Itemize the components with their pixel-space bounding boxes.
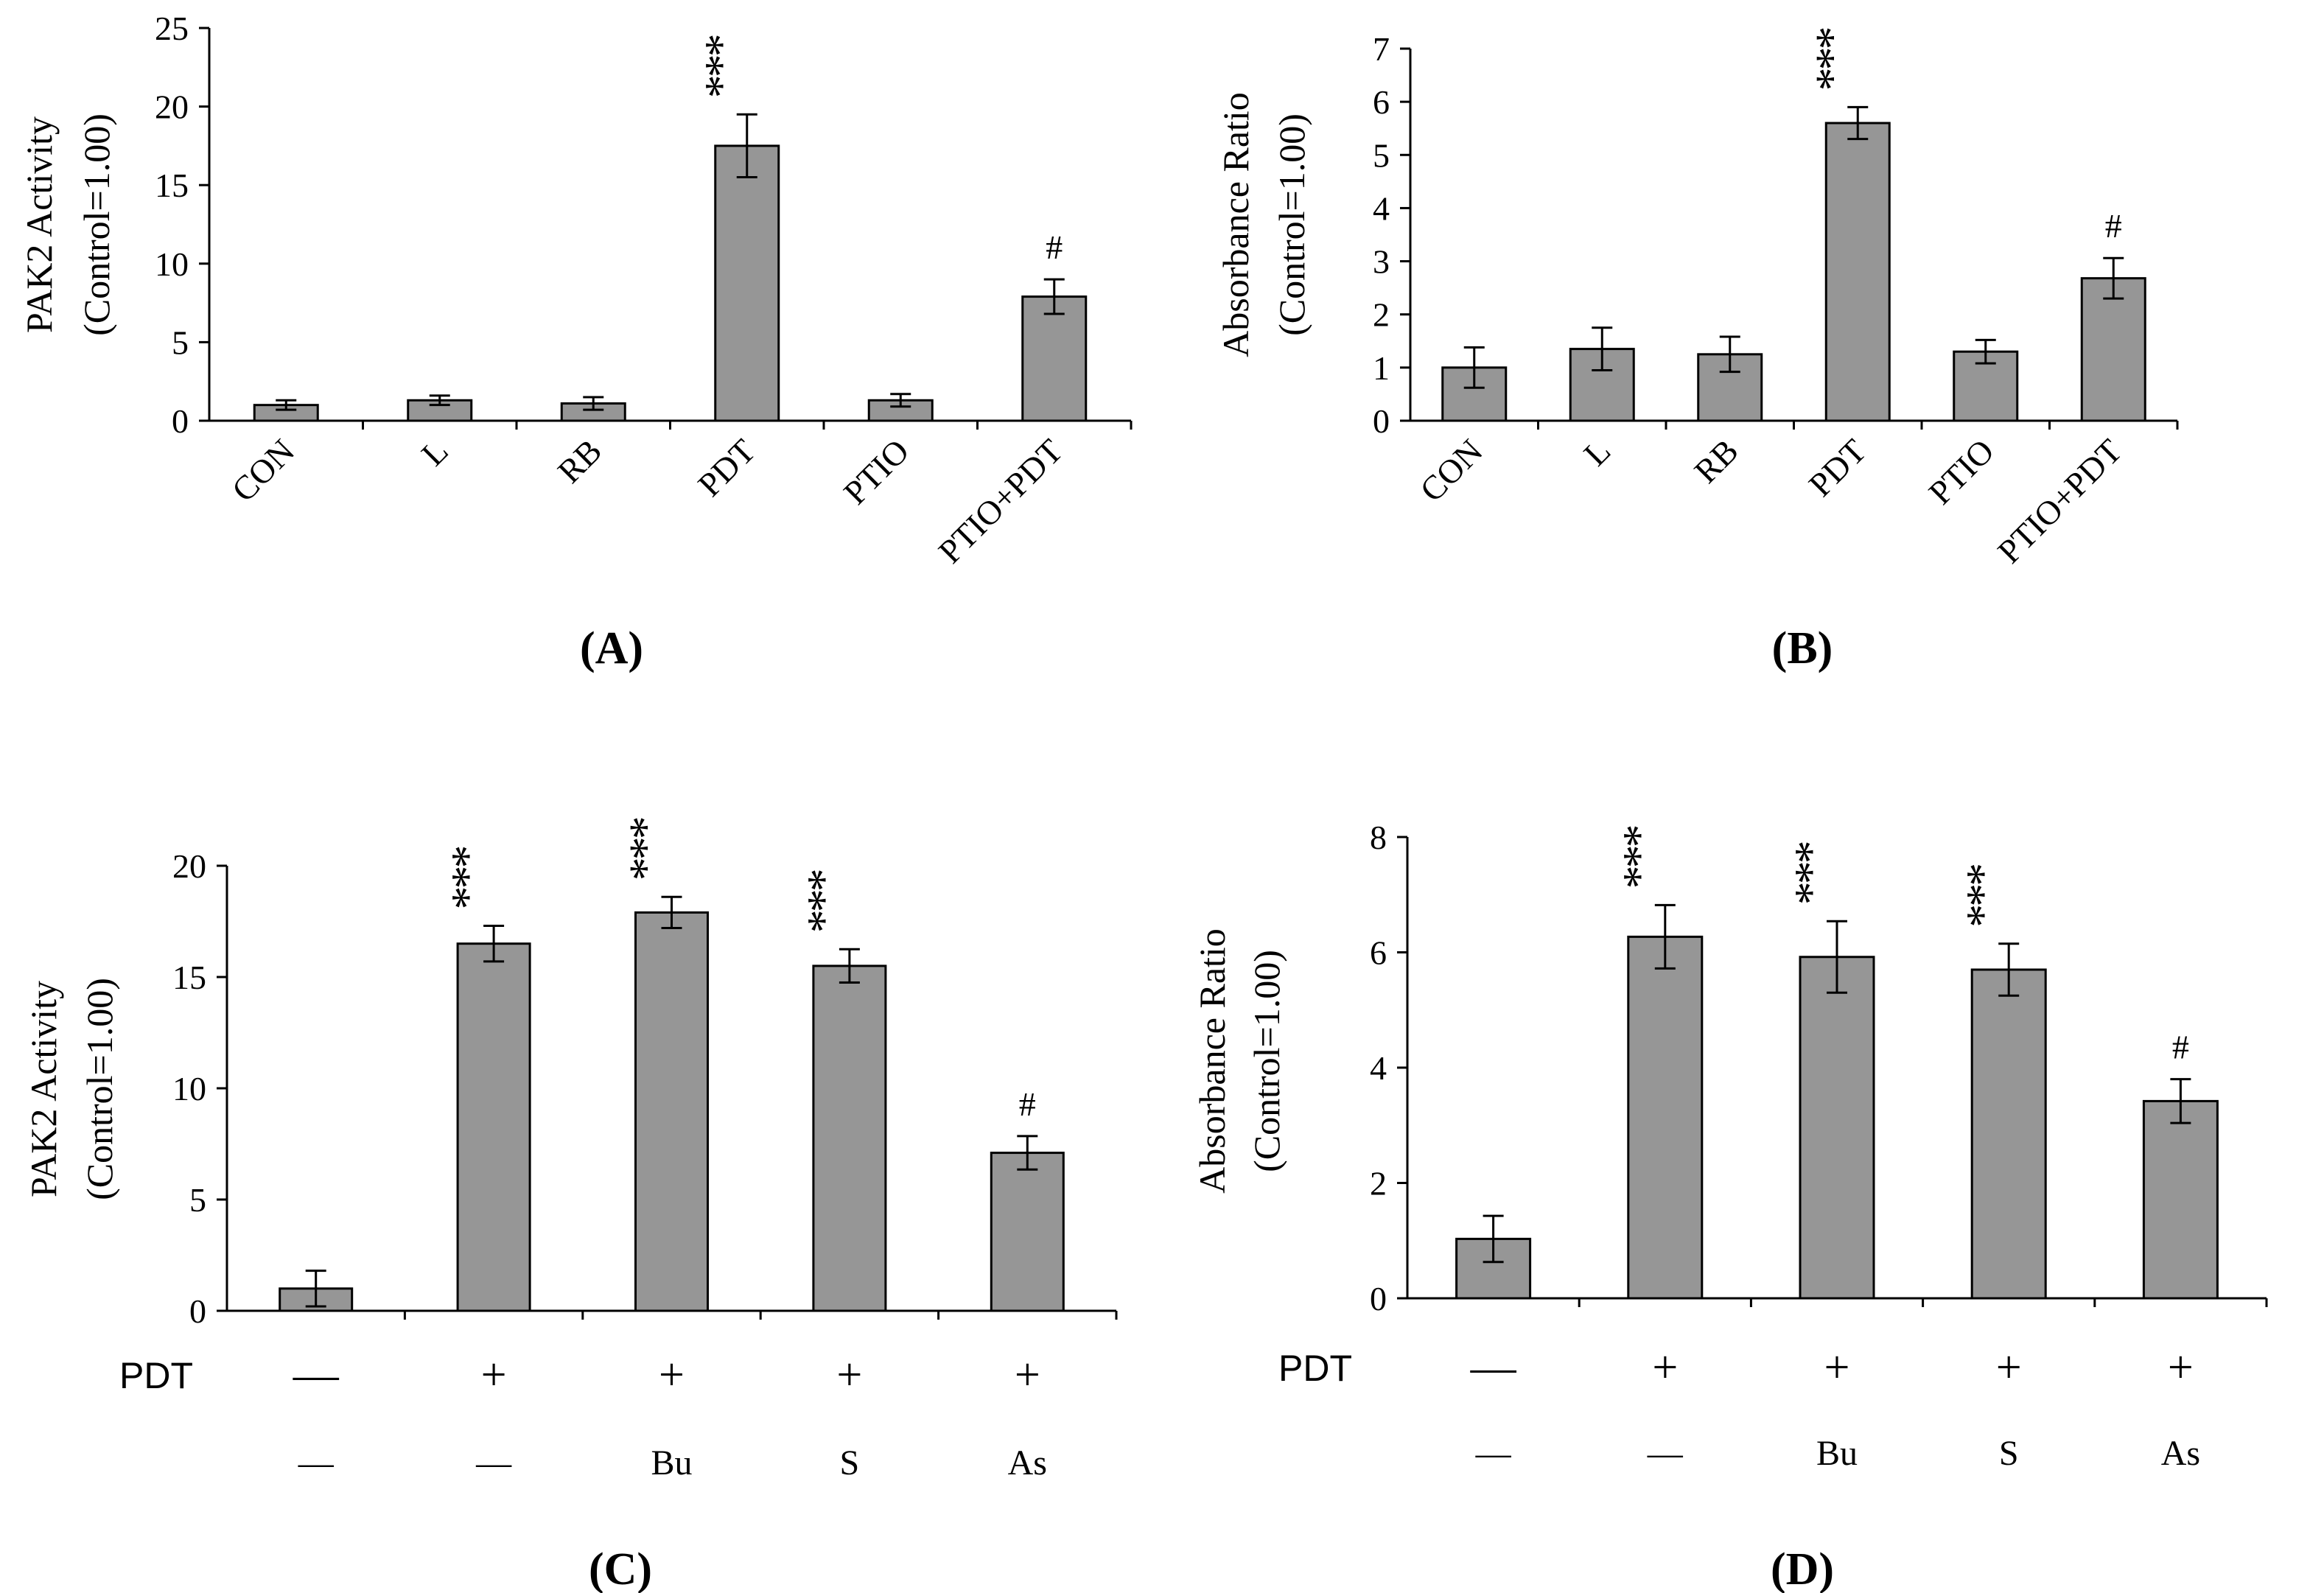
significance-stars: *** xyxy=(441,847,494,910)
treatment-sign: + xyxy=(659,1350,685,1400)
category-label: PDT xyxy=(1802,432,1874,504)
y-tick-label: 15 xyxy=(155,167,189,204)
bar xyxy=(634,911,709,1312)
y-tick-label: 5 xyxy=(172,323,189,361)
inhibitor-label: — xyxy=(298,1443,335,1482)
y-tick-label: 0 xyxy=(172,402,189,440)
significance-stars: *** xyxy=(695,35,747,98)
bar xyxy=(456,942,531,1312)
y-tick-label: 2 xyxy=(1373,296,1390,334)
category-label: CON xyxy=(225,432,302,509)
significance-hash: # xyxy=(1019,1085,1036,1123)
treatment-sign: + xyxy=(2168,1342,2194,1393)
panel-label: (B) xyxy=(1772,623,1833,673)
y-tick-label: 4 xyxy=(1373,189,1390,227)
y-tick-label: 6 xyxy=(1373,83,1390,121)
bar xyxy=(2142,1099,2219,1300)
y-tick-label: 7 xyxy=(1373,30,1390,68)
significance-hash: # xyxy=(2172,1029,2189,1066)
y-tick-label: 2 xyxy=(1370,1165,1387,1202)
category-label: PTIO xyxy=(1921,432,2001,511)
y-tick-label: 5 xyxy=(1373,136,1390,174)
significance-hash: # xyxy=(2105,207,2122,245)
y-axis-label: (Control=1.00) xyxy=(76,113,117,336)
significance-stars: *** xyxy=(1613,826,1665,889)
panel-d: 0 2 4 6 8 *** *** *** # PDT — + + + + — — Bu S As Absorbance… xyxy=(1191,819,2268,1593)
bar xyxy=(1970,968,2047,1300)
y-tick-label: 0 xyxy=(1373,402,1390,440)
category-label: RB xyxy=(550,432,609,490)
y-tick-label: 8 xyxy=(1370,819,1387,856)
bar xyxy=(1021,295,1088,422)
treatment-sign: + xyxy=(481,1350,507,1400)
y-axis-label: Absorbance Ratio xyxy=(1191,928,1233,1194)
category-label: CON xyxy=(1413,432,1490,509)
category-label: PTIO+PDT xyxy=(931,432,1070,570)
category-label: PTIO xyxy=(836,432,916,511)
inhibitor-label: Bu xyxy=(651,1443,692,1482)
y-axis-label: (Control=1.00) xyxy=(1246,950,1287,1172)
treatment-sign: + xyxy=(1652,1342,1678,1393)
bar xyxy=(812,964,887,1312)
y-tick-label: 0 xyxy=(1370,1280,1387,1317)
category-label: RB xyxy=(1687,432,1745,490)
significance-stars: *** xyxy=(1785,842,1837,905)
category-label: L xyxy=(1576,432,1617,473)
y-tick-label: 10 xyxy=(172,1070,206,1107)
y-axis-label: PAK2 Activity xyxy=(23,981,64,1197)
y-tick-label: 1 xyxy=(1373,349,1390,387)
significance-stars: *** xyxy=(1956,865,2009,928)
y-axis-label: (Control=1.00) xyxy=(79,978,120,1200)
y-tick-label: 10 xyxy=(155,245,189,283)
treatment-sign: + xyxy=(836,1350,862,1400)
inhibitor-label: S xyxy=(840,1443,860,1482)
bar xyxy=(1799,956,1875,1300)
panel-label: (C) xyxy=(589,1544,652,1593)
y-tick-label: 5 xyxy=(189,1181,206,1219)
panel-c: 0 5 10 15 20 *** *** *** # PDT — + + + + — — Bu S As PAK2 Ac… xyxy=(23,818,1118,1593)
inhibitor-label: — xyxy=(475,1443,512,1482)
row-label-pdt: PDT xyxy=(1278,1348,1352,1389)
category-label: PTIO+PDT xyxy=(1990,432,2129,570)
significance-hash: # xyxy=(1046,228,1063,266)
bar xyxy=(714,144,780,422)
treatment-sign: — xyxy=(1470,1342,1517,1393)
category-label: PDT xyxy=(690,432,763,504)
panel-a: 0 5 10 15 20 25 *** # CON L RB PDT PTIO PTIO+PDT PAK2 … xyxy=(18,10,1133,673)
panel-label: (A) xyxy=(580,623,643,673)
y-tick-label: 15 xyxy=(172,959,206,996)
inhibitor-label: — xyxy=(1475,1434,1512,1473)
inhibitor-label: As xyxy=(1008,1443,1047,1482)
significance-stars: *** xyxy=(620,818,672,880)
bar xyxy=(990,1152,1065,1312)
y-tick-label: 3 xyxy=(1373,243,1390,281)
row-label-pdt: PDT xyxy=(119,1355,193,1396)
inhibitor-label: Bu xyxy=(1816,1434,1858,1473)
inhibitor-label: As xyxy=(2161,1434,2200,1473)
y-tick-label: 6 xyxy=(1370,934,1387,972)
y-axis-label: Absorbance Ratio xyxy=(1215,92,1256,357)
y-tick-label: 0 xyxy=(189,1292,206,1330)
y-tick-label: 20 xyxy=(172,847,206,885)
bar xyxy=(2080,277,2146,422)
y-axis-label: (Control=1.00) xyxy=(1271,113,1312,336)
significance-stars: *** xyxy=(1805,28,1858,91)
significance-stars: *** xyxy=(797,870,850,933)
y-tick-label: 4 xyxy=(1370,1049,1387,1087)
treatment-sign: — xyxy=(293,1350,340,1400)
bar xyxy=(1627,935,1704,1300)
y-tick-label: 20 xyxy=(155,88,189,126)
category-label: L xyxy=(414,432,455,473)
inhibitor-label: — xyxy=(1647,1434,1684,1473)
treatment-sign: + xyxy=(1824,1342,1850,1393)
y-axis-label: PAK2 Activity xyxy=(18,116,60,333)
treatment-sign: + xyxy=(1996,1342,2022,1393)
panel-label: (D) xyxy=(1771,1544,1834,1593)
inhibitor-label: S xyxy=(1999,1434,2019,1473)
y-tick-label: 25 xyxy=(155,10,189,47)
bar xyxy=(1824,122,1891,422)
treatment-sign: + xyxy=(1015,1350,1040,1400)
